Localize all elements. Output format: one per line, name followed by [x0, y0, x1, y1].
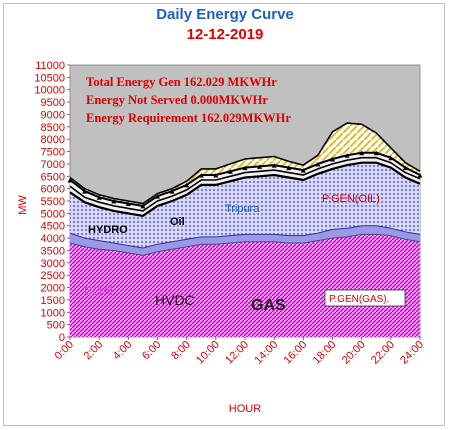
oil-marker — [300, 168, 306, 173]
info-energy-not-served: Energy Not Served 0.000MKWHr — [86, 93, 268, 107]
y-tick-label: 0 — [59, 332, 65, 344]
chart-title: Daily Energy Curve — [156, 6, 294, 23]
y-tick-label: 2000 — [41, 283, 65, 295]
x-tick-label: 8:00 — [169, 339, 193, 363]
x-tick-label: 18:00 — [311, 339, 339, 367]
oil-marker — [227, 169, 233, 174]
label-coal: COAL — [84, 284, 117, 298]
y-tick-label: 4500 — [41, 221, 65, 233]
y-tick-label: 10000 — [34, 85, 65, 97]
series-boundary-line — [69, 161, 421, 217]
y-tick-label: 10500 — [34, 72, 65, 84]
y-tick-label: 6500 — [41, 171, 65, 183]
x-tick-label: 14:00 — [252, 339, 280, 367]
info-energy-requirement: Energy Requirement 162.029MKWHr — [86, 111, 291, 125]
oil-marker — [169, 189, 175, 194]
series-area-hvdc — [70, 225, 420, 256]
chart-date: 12-12-2019 — [186, 26, 264, 43]
x-tick-label: 24:00 — [398, 339, 426, 367]
oil-marker — [286, 165, 292, 171]
oil-marker — [417, 173, 423, 178]
oil-marker — [373, 150, 379, 156]
series-layer — [67, 122, 423, 337]
oil-marker — [344, 153, 350, 158]
x-tick-label: 4:00 — [111, 339, 135, 363]
y-tick-label: 8500 — [41, 122, 65, 134]
label-oil: Oil — [170, 216, 185, 228]
x-tick-label: 0:00 — [52, 339, 76, 363]
x-tick-label: 10:00 — [194, 339, 222, 367]
oil-marker — [271, 163, 277, 168]
oil-marker — [402, 165, 408, 171]
y-tick-label: 3000 — [41, 258, 65, 270]
oil-marker — [111, 199, 117, 204]
label-pgen-gas: P.GEN(GAS). — [329, 294, 389, 305]
x-tick-label: 12:00 — [223, 339, 251, 367]
y-tick-label: 8000 — [41, 134, 65, 146]
x-tick-label: 22:00 — [369, 339, 397, 367]
x-tick-label: 6:00 — [140, 339, 164, 363]
y-tick-label: 4000 — [41, 233, 65, 245]
x-tick-label: 2:00 — [82, 339, 106, 363]
series-boundary-line — [69, 233, 421, 256]
series-area-coal — [70, 234, 420, 337]
y-tick-label: 9500 — [41, 97, 65, 109]
oil-marker — [213, 173, 219, 178]
y-axis-title: MW — [17, 195, 29, 215]
y-tick-label: 9000 — [41, 109, 65, 121]
oil-marker — [257, 164, 263, 169]
y-tick-label: 1500 — [41, 295, 65, 307]
y-tick-label: 3500 — [41, 245, 65, 257]
y-tick-label: 7500 — [41, 147, 65, 159]
oil-marker — [140, 203, 146, 209]
x-axis: 0:00 2:00 4:00 6:00 8:00 10:00 12:00 14:00 16:00… — [52, 337, 426, 367]
oil-marker — [184, 182, 190, 188]
oil-marker — [155, 194, 160, 199]
label-gas: GAS — [251, 297, 286, 314]
oil-marker — [198, 173, 204, 178]
oil-marker — [330, 157, 335, 162]
x-axis-title: HOUR — [229, 403, 261, 415]
y-tick-label: 5000 — [41, 208, 65, 220]
y-tick-label: 11000 — [35, 60, 65, 72]
oil-marker — [82, 189, 88, 194]
y-tick-label: 2500 — [41, 270, 65, 282]
y-tick-label: 500 — [47, 320, 65, 332]
info-total-energy: Total Energy Gen 162.029 MKWHr — [86, 75, 277, 89]
oil-marker — [96, 195, 102, 200]
oil-marker — [388, 155, 394, 161]
y-tick-label: 7000 — [41, 159, 65, 171]
x-tick-label: 16:00 — [282, 339, 310, 367]
x-tick-label: 20:00 — [340, 339, 368, 367]
label-hvdc: HVDC — [155, 292, 195, 308]
y-axis: 0500100015002000250030003500400045005000… — [34, 60, 70, 344]
series-area-tripura — [70, 162, 420, 248]
series-boundary-line — [69, 156, 421, 212]
y-tick-label: 5500 — [41, 196, 65, 208]
oil-marker — [315, 161, 321, 167]
oil-marker — [242, 165, 248, 171]
y-tick-label: 6000 — [41, 184, 65, 196]
series-boundary-line — [69, 122, 421, 205]
oil-marker — [359, 150, 365, 156]
series-area-top — [70, 123, 420, 206]
label-tripura: Tripura — [225, 203, 260, 215]
oil-marker — [125, 201, 131, 206]
label-pgen-oil: P.GEN(OIL) — [322, 193, 380, 205]
series-boundary-line — [69, 225, 421, 249]
pgen-gas-box — [324, 289, 406, 307]
y-tick-label: 1000 — [41, 307, 65, 319]
oil-marker — [67, 178, 73, 183]
label-hydro: HYDRO — [88, 224, 128, 236]
